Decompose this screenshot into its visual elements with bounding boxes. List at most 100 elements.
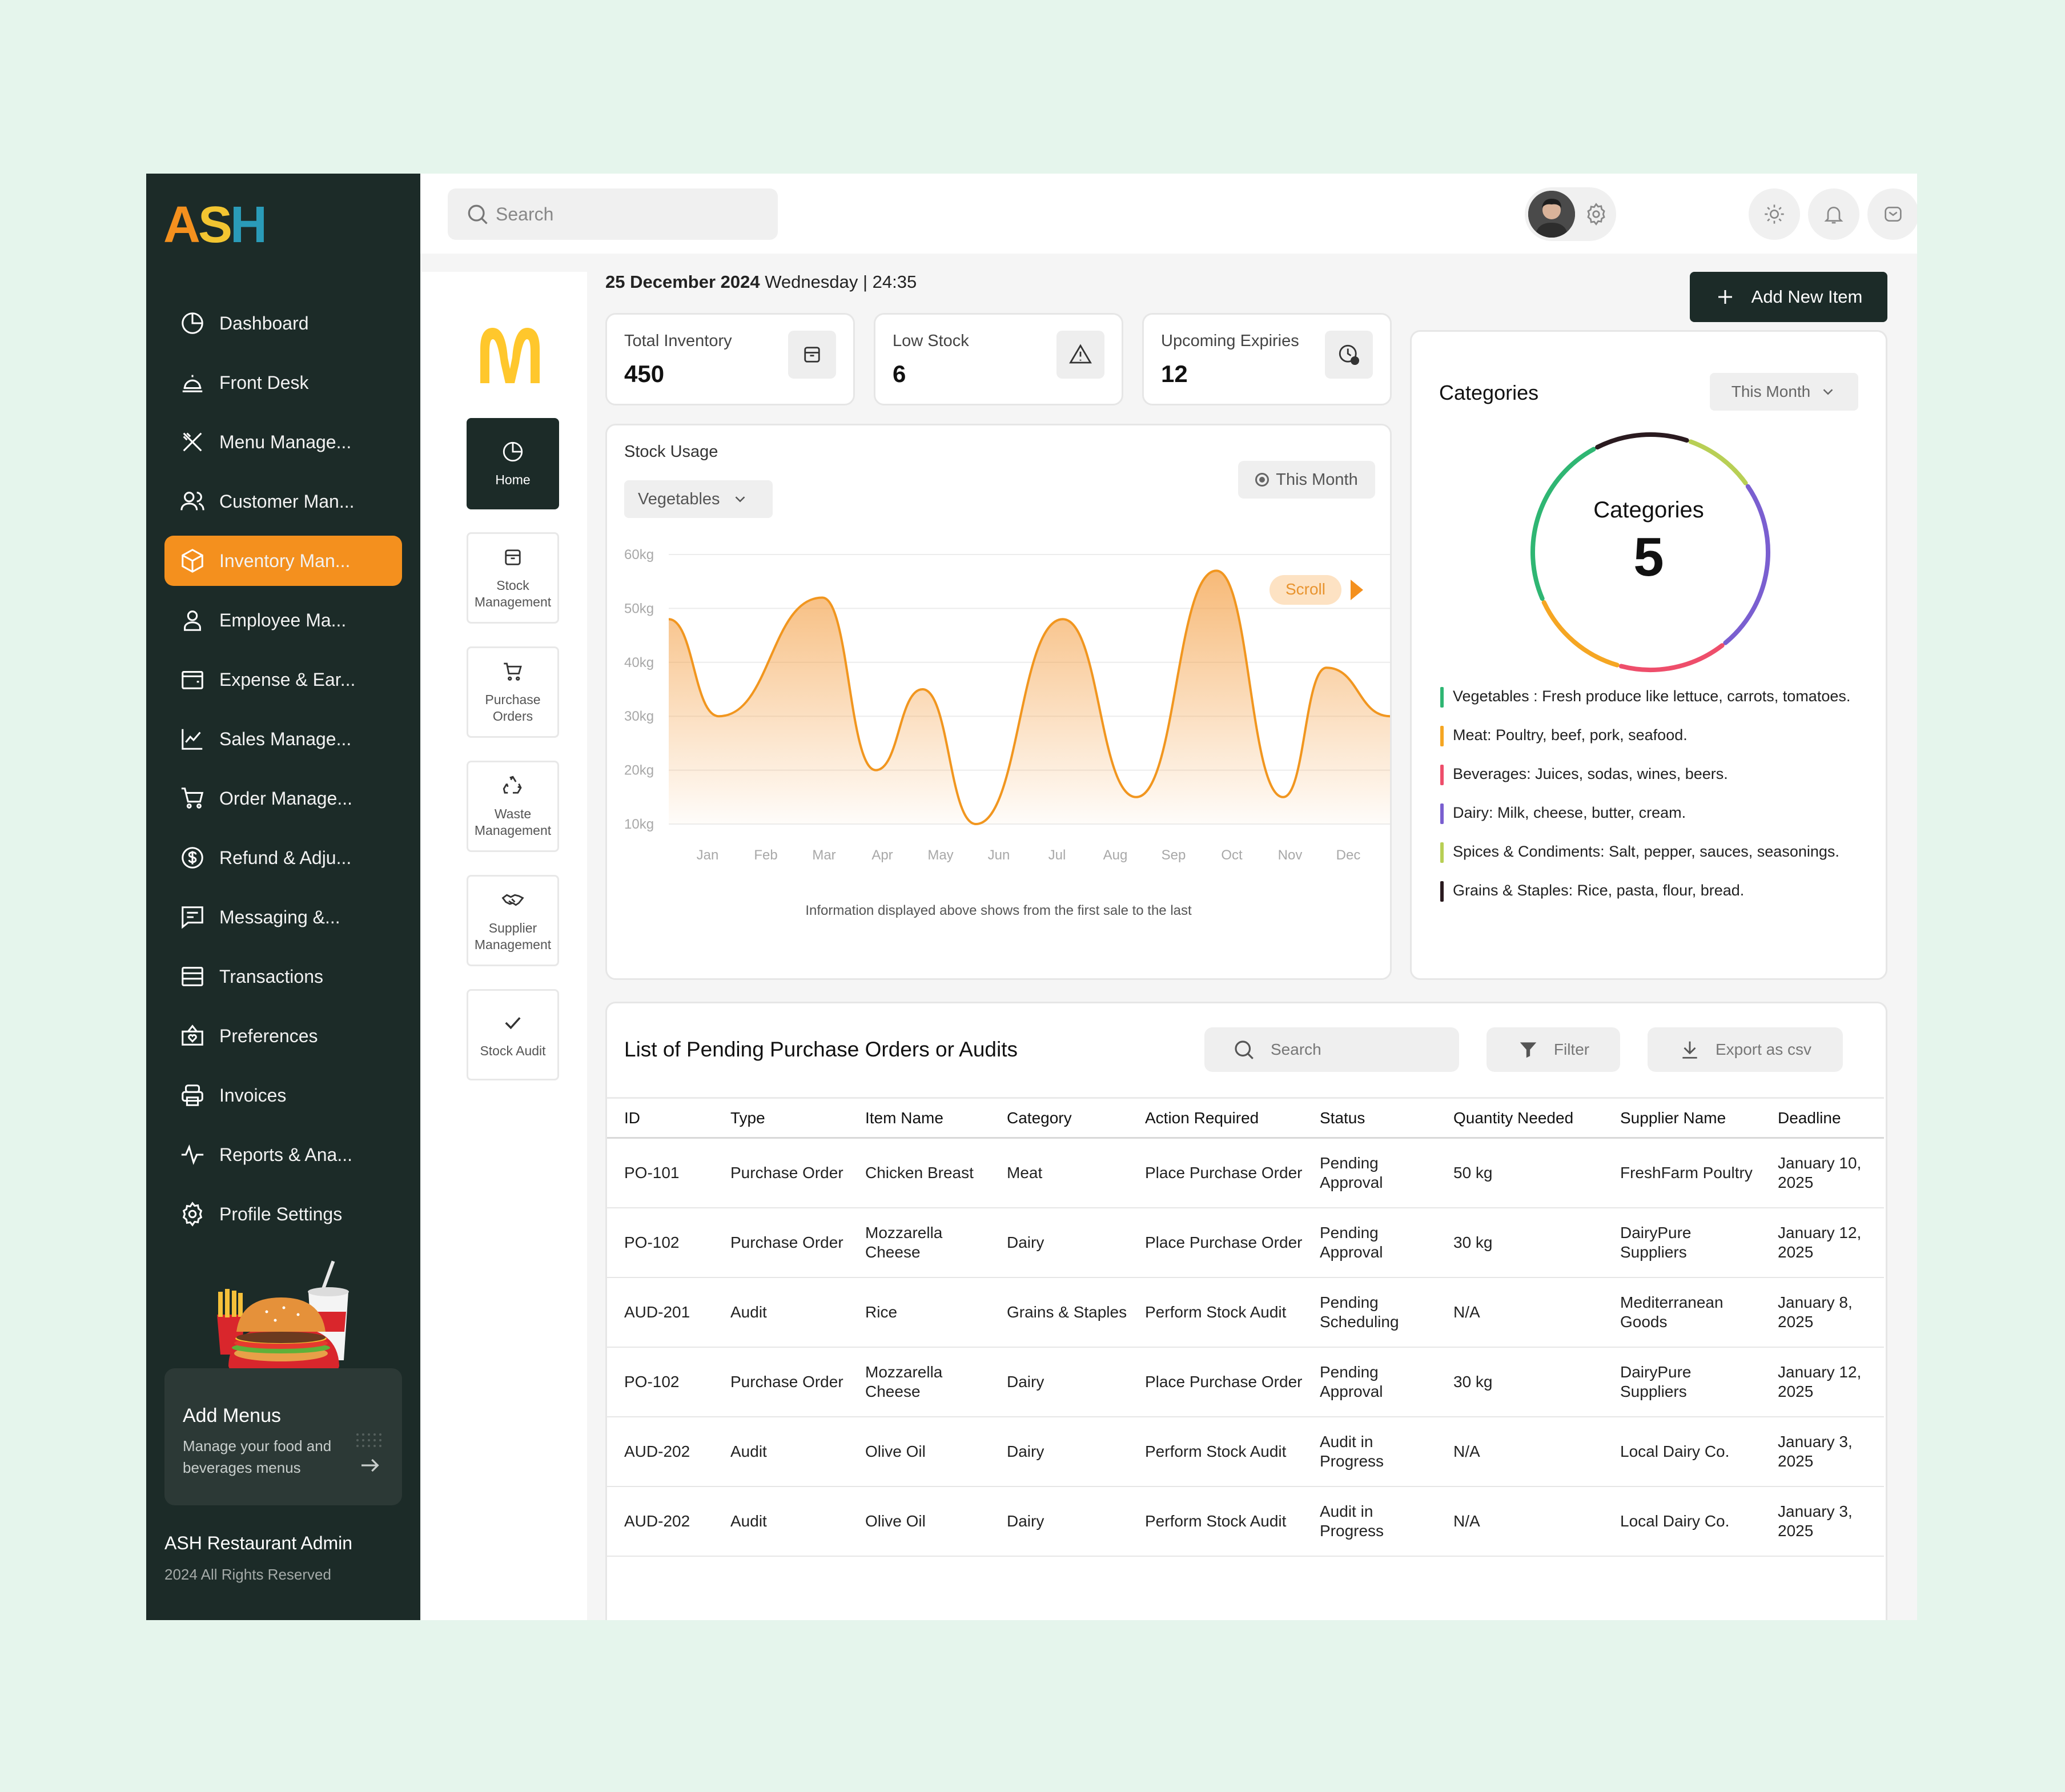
subnav-label: Supplier Management: [474, 921, 552, 952]
table-search-input[interactable]: Search: [1204, 1027, 1459, 1072]
cell-type: Purchase Order: [713, 1207, 848, 1278]
column-header-id[interactable]: ID: [607, 1098, 713, 1139]
sidebar-item-reports[interactable]: Reports & Ana...: [164, 1130, 402, 1180]
column-header-item-name[interactable]: Item Name: [848, 1098, 990, 1139]
column-header-status[interactable]: Status: [1303, 1098, 1436, 1139]
sidebar-item-dashboard[interactable]: Dashboard: [164, 298, 402, 348]
table-row[interactable]: AUD-202 Audit Olive Oil Dairy Perform St…: [607, 1486, 1884, 1557]
legend-text: Vegetables : Fresh produce like lettuce,…: [1453, 688, 1851, 705]
categories-legend: Vegetables : Fresh produce like lettuce,…: [1440, 686, 1851, 919]
y-tick-label: 30kg: [624, 709, 654, 724]
sidebar-item-inventory[interactable]: Inventory Man...: [164, 536, 402, 586]
service-bell-icon: [182, 375, 203, 392]
column-header-type[interactable]: Type: [713, 1098, 848, 1139]
cell-status: Audit in Progress: [1303, 1486, 1436, 1557]
cell-status: Pending Scheduling: [1303, 1277, 1436, 1348]
y-tick-label: 50kg: [624, 601, 654, 616]
sidebar-item-employees[interactable]: Employee Ma...: [164, 595, 402, 645]
stat-icon-box: [788, 331, 836, 379]
stat-value: 12: [1161, 360, 1188, 387]
sidebar-item-profile-settings[interactable]: Profile Settings: [164, 1189, 402, 1239]
printer-icon: [182, 1084, 203, 1106]
cell-quantity: N/A: [1436, 1277, 1603, 1348]
stat-icon-box: [1325, 331, 1373, 379]
brand-logo[interactable]: ASH: [163, 196, 267, 254]
radio-icon: [1255, 473, 1269, 487]
sidebar-item-menu[interactable]: Menu Manage...: [164, 417, 402, 467]
logo-letter-a: A: [163, 196, 200, 254]
sidebar-item-front-desk[interactable]: Front Desk: [164, 357, 402, 408]
column-header-action-required[interactable]: Action Required: [1128, 1098, 1303, 1139]
period-select[interactable]: This Month: [1710, 373, 1858, 411]
period-label: This Month: [1276, 470, 1358, 489]
avatar[interactable]: [1528, 191, 1575, 238]
arrow-right-icon[interactable]: [359, 1454, 381, 1477]
cell-category: Dairy: [990, 1486, 1128, 1557]
subnav-waste-management[interactable]: Waste Management: [467, 761, 559, 852]
filter-button[interactable]: Filter: [1487, 1027, 1620, 1072]
sidebar-item-refund[interactable]: Refund & Adju...: [164, 833, 402, 883]
messages-button[interactable]: [1867, 188, 1917, 240]
scroll-label: Scroll: [1285, 580, 1325, 598]
category-select[interactable]: Vegetables: [624, 480, 773, 518]
cell-id: AUD-201: [607, 1277, 713, 1348]
user-menu[interactable]: [1525, 187, 1616, 241]
categories-card: Categories This Month Categories 5 Veget…: [1410, 330, 1887, 980]
settings-gear-icon[interactable]: [1584, 202, 1608, 226]
x-tick-label: Apr: [871, 847, 893, 863]
add-menus-card[interactable]: Add Menus Manage your food and beverages…: [164, 1368, 402, 1505]
column-header-supplier-name[interactable]: Supplier Name: [1603, 1098, 1761, 1139]
table-row[interactable]: PO-102 Purchase Order Mozzarella Cheese …: [607, 1207, 1884, 1278]
sidebar-item-label: Transactions: [219, 966, 323, 987]
column-header-category[interactable]: Category: [990, 1098, 1128, 1139]
x-tick-label: Mar: [812, 847, 835, 863]
cell-action-required: Place Purchase Order: [1128, 1347, 1303, 1417]
ring-segment: [1688, 439, 1748, 485]
notifications-button[interactable]: [1808, 188, 1859, 240]
sidebar-item-preferences[interactable]: Preferences: [164, 1011, 402, 1061]
cell-action-required: Place Purchase Order: [1128, 1207, 1303, 1278]
subnav-supplier-management[interactable]: Supplier Management: [467, 875, 559, 966]
table-search-placeholder: Search: [1271, 1040, 1321, 1058]
table-row[interactable]: PO-101 Purchase Order Chicken Breast Mea…: [607, 1138, 1884, 1208]
add-new-item-button[interactable]: Add New Item: [1690, 272, 1887, 322]
sidebar-item-invoices[interactable]: Invoices: [164, 1070, 402, 1120]
subnav-stock-management[interactable]: Stock Management: [467, 532, 559, 624]
sidebar-item-customers[interactable]: Customer Man...: [164, 476, 402, 527]
user-icon: [184, 610, 201, 631]
sidebar-item-messaging[interactable]: Messaging &...: [164, 892, 402, 942]
theme-toggle-button[interactable]: [1749, 188, 1800, 240]
export-label: Export as csv: [1715, 1040, 1812, 1058]
box-icon: [804, 347, 820, 363]
filter-label: Filter: [1553, 1040, 1590, 1058]
scroll-indicator[interactable]: Scroll: [1269, 575, 1363, 605]
column-header-quantity-needed[interactable]: Quantity Needed: [1436, 1098, 1603, 1139]
subnav-purchase-orders[interactable]: Purchase Orders: [467, 646, 559, 738]
sidebar-item-label: Expense & Ear...: [219, 669, 356, 690]
this-month-toggle[interactable]: This Month: [1238, 461, 1375, 499]
table-row[interactable]: AUD-202 Audit Olive Oil Dairy Perform St…: [607, 1416, 1884, 1487]
search-input[interactable]: Search: [448, 188, 778, 240]
sidebar-item-transactions[interactable]: Transactions: [164, 951, 402, 1002]
sidebar-item-sales[interactable]: Sales Manage...: [164, 714, 402, 764]
cell-category: Meat: [990, 1138, 1128, 1208]
legend-text: Beverages: Juices, sodas, wines, beers.: [1453, 765, 1728, 782]
cell-supplier: Local Dairy Co.: [1603, 1416, 1761, 1487]
subnav-home[interactable]: Home: [467, 418, 559, 509]
subnav-stock-audit[interactable]: Stock Audit: [467, 989, 559, 1080]
column-header-deadline[interactable]: Deadline: [1761, 1098, 1884, 1139]
cell-status: Pending Approval: [1303, 1347, 1436, 1417]
sidebar-item-label: Refund & Adju...: [219, 847, 352, 868]
cell-action-required: Perform Stock Audit: [1128, 1486, 1303, 1557]
sidebar-item-expense[interactable]: Expense & Ear...: [164, 654, 402, 705]
mail-icon: [1885, 207, 1902, 222]
cart-icon: [504, 662, 522, 681]
logo-letter-h: H: [230, 196, 267, 254]
y-tick-label: 40kg: [624, 655, 654, 670]
stock-usage-chart: 60kg 50kg 40kg 30kg 20kg 10kg Jan Feb Mar Apr May J…: [624, 547, 1390, 863]
export-csv-button[interactable]: Export as csv: [1648, 1027, 1843, 1072]
sun-icon: [1765, 204, 1784, 224]
sidebar-item-orders[interactable]: Order Manage...: [164, 773, 402, 823]
table-row[interactable]: AUD-201 Audit Rice Grains & Staples Perf…: [607, 1277, 1884, 1348]
table-row[interactable]: PO-102 Purchase Order Mozzarella Cheese …: [607, 1347, 1884, 1417]
